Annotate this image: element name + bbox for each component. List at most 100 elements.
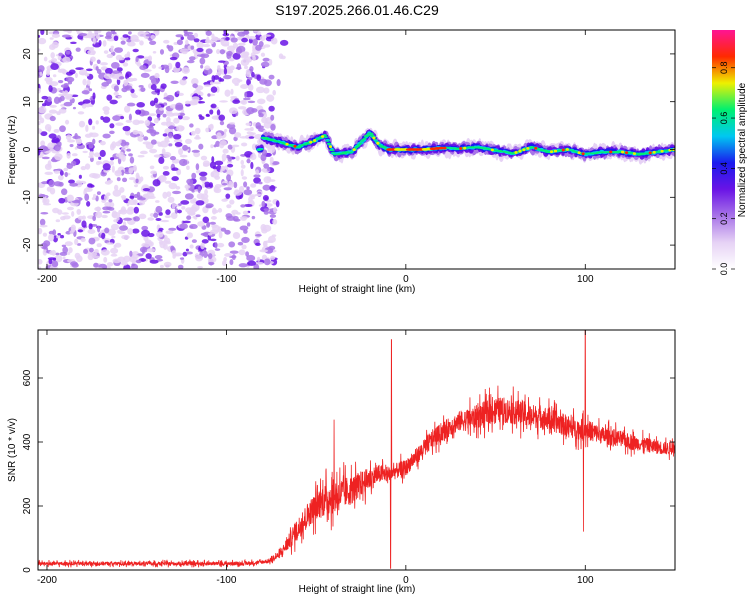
spectrogram-noise-cell bbox=[191, 239, 197, 244]
spectrogram-noise-cell bbox=[255, 125, 265, 129]
spectrogram-noise-cell bbox=[61, 34, 71, 38]
spectrogram-noise-cell bbox=[48, 133, 57, 139]
spectrogram-noise-cell bbox=[71, 200, 81, 204]
spectrogram-noise-cell bbox=[157, 143, 163, 147]
spectrogram-noise-cell bbox=[209, 161, 216, 169]
colorbar-label: Normalized spectral amplitude bbox=[737, 82, 748, 217]
spectrogram-noise-cell bbox=[227, 156, 233, 162]
spectrogram-noise-cell bbox=[151, 64, 157, 69]
spectrogram-noise-cell bbox=[270, 255, 276, 261]
spectrogram-noise-cell bbox=[48, 84, 53, 93]
spectrogram-noise-cell bbox=[166, 44, 170, 49]
spectrogram-noise-cell bbox=[214, 242, 218, 249]
spectrogram-noise-cell bbox=[234, 30, 240, 33]
spectrogram-noise-cell bbox=[247, 100, 256, 104]
spectrogram-noise-cell bbox=[179, 78, 187, 86]
spectrogram-noise-cell bbox=[77, 229, 84, 233]
spectrogram-noise-cell bbox=[51, 33, 60, 38]
spectrogram-noise-cell bbox=[249, 126, 254, 132]
spectrogram-noise-cell bbox=[126, 102, 136, 107]
spectrogram-ridge-cell bbox=[300, 145, 304, 147]
spectrogram-y-ticks: 20 10 0 -10 -20 bbox=[22, 48, 675, 252]
spectrogram-ridge-peak bbox=[463, 146, 467, 150]
spectrogram-noise-cell bbox=[61, 68, 66, 74]
spectrogram-noise-cell bbox=[268, 245, 276, 251]
spectrogram-noise-cell bbox=[246, 186, 250, 190]
spectrogram-noise-cell bbox=[149, 165, 155, 170]
spectrogram-noise-cell bbox=[47, 126, 51, 132]
spectrogram-ridge-peak bbox=[621, 150, 625, 154]
x-tick-label: 0 bbox=[403, 575, 409, 586]
spectrogram-noise-cell bbox=[186, 60, 195, 64]
spectrogram-noise-cell bbox=[57, 56, 62, 60]
spectrogram-noise-cell bbox=[183, 33, 190, 37]
spectrogram-noise-cell bbox=[268, 58, 273, 66]
spectrogram-ridge-cell bbox=[259, 149, 264, 151]
spectrogram-noise-cell bbox=[62, 256, 66, 260]
spectrogram-noise-cell bbox=[139, 246, 148, 253]
spectrogram-noise-cell bbox=[165, 140, 170, 143]
spectrogram-noise-cell bbox=[48, 109, 58, 114]
spectrogram-noise-cell bbox=[161, 64, 170, 69]
spectrogram-noise-cell bbox=[224, 253, 232, 257]
spectrogram-noise-cell bbox=[276, 79, 281, 87]
spectrogram-ridge-peak bbox=[372, 136, 376, 140]
spectrogram-ridge-cell bbox=[349, 151, 355, 153]
spectrogram-noise-cell bbox=[38, 128, 43, 134]
spectrogram-noise-cell bbox=[269, 214, 277, 218]
spectrogram-noise-cell bbox=[180, 36, 184, 41]
spectrogram-ridge-peak bbox=[293, 144, 297, 148]
spectrogram-noise-cell bbox=[252, 30, 260, 33]
spectrogram-noise-cell bbox=[209, 39, 214, 45]
spectrogram-noise-cell bbox=[99, 140, 106, 146]
spectrogram-noise-cell bbox=[51, 139, 60, 144]
spectrogram-noise-cell bbox=[120, 40, 126, 45]
spectrogram-ridge-cell bbox=[315, 138, 320, 140]
spectrogram-noise-cell bbox=[113, 184, 119, 191]
spectrogram-noise-cell bbox=[233, 181, 238, 189]
spectrogram-noise-cell bbox=[149, 212, 155, 217]
spectrogram-noise-cell bbox=[175, 34, 184, 38]
spectrogram-noise-cell bbox=[147, 55, 153, 62]
spectrogram-noise-cell bbox=[103, 73, 113, 80]
spectrogram-noise-cell bbox=[241, 31, 250, 35]
spectrogram-noise-cell bbox=[252, 38, 258, 46]
spectrogram-ridge-peak bbox=[624, 151, 629, 155]
spectrogram-noise-cell bbox=[210, 216, 217, 220]
spectrogram-noise-cell bbox=[39, 218, 46, 226]
spectrogram-noise-cell bbox=[137, 120, 145, 124]
spectrogram-noise-cell bbox=[197, 221, 205, 227]
spectrogram-noise-cell bbox=[63, 30, 71, 33]
spectrogram-noise-cell bbox=[223, 187, 233, 191]
spectrogram-noise-cell bbox=[113, 91, 119, 96]
spectrogram-noise-cell bbox=[195, 254, 203, 262]
spectrogram-noise-cell bbox=[147, 217, 155, 221]
spectrogram-noise-cell bbox=[175, 61, 181, 69]
spectrogram-noise-cell bbox=[92, 37, 96, 45]
spectrogram-noise-cell bbox=[240, 58, 250, 67]
spectrogram-noise-cell bbox=[190, 130, 196, 136]
spectrogram-noise-cell bbox=[106, 192, 111, 197]
spectrogram-noise-cell bbox=[234, 189, 240, 193]
spectrogram-noise-cell bbox=[130, 34, 139, 42]
spectrogram-noise-cell bbox=[229, 65, 235, 71]
spectrogram-noise-cell bbox=[185, 39, 189, 45]
spectrogram-noise-cell bbox=[171, 202, 176, 210]
spectrogram-noise-cell bbox=[102, 116, 111, 123]
spectrogram-noise-cell bbox=[150, 170, 158, 175]
spectrogram-noise-cell bbox=[239, 100, 246, 104]
spectrogram-noise-cell bbox=[118, 76, 125, 80]
spectrogram-noise-cell bbox=[262, 57, 270, 62]
spectrogram-ridge-peak bbox=[352, 148, 356, 151]
spectrogram-ridge-peak bbox=[518, 149, 522, 153]
spectrogram-noise-cell bbox=[226, 215, 236, 221]
spectrogram-noise-cell bbox=[181, 67, 190, 74]
spectrogram-noise-cell bbox=[61, 212, 69, 215]
spectrogram-noise-cell bbox=[129, 156, 135, 164]
spectrogram-noise-cell bbox=[92, 125, 96, 130]
spectrogram-noise-cell bbox=[250, 183, 257, 188]
spectrogram-noise-cell bbox=[271, 161, 280, 166]
spectrogram-ridge-layer bbox=[255, 127, 675, 165]
spectrogram-noise-cell bbox=[168, 182, 178, 190]
spectrogram-noise-cell bbox=[65, 134, 72, 141]
